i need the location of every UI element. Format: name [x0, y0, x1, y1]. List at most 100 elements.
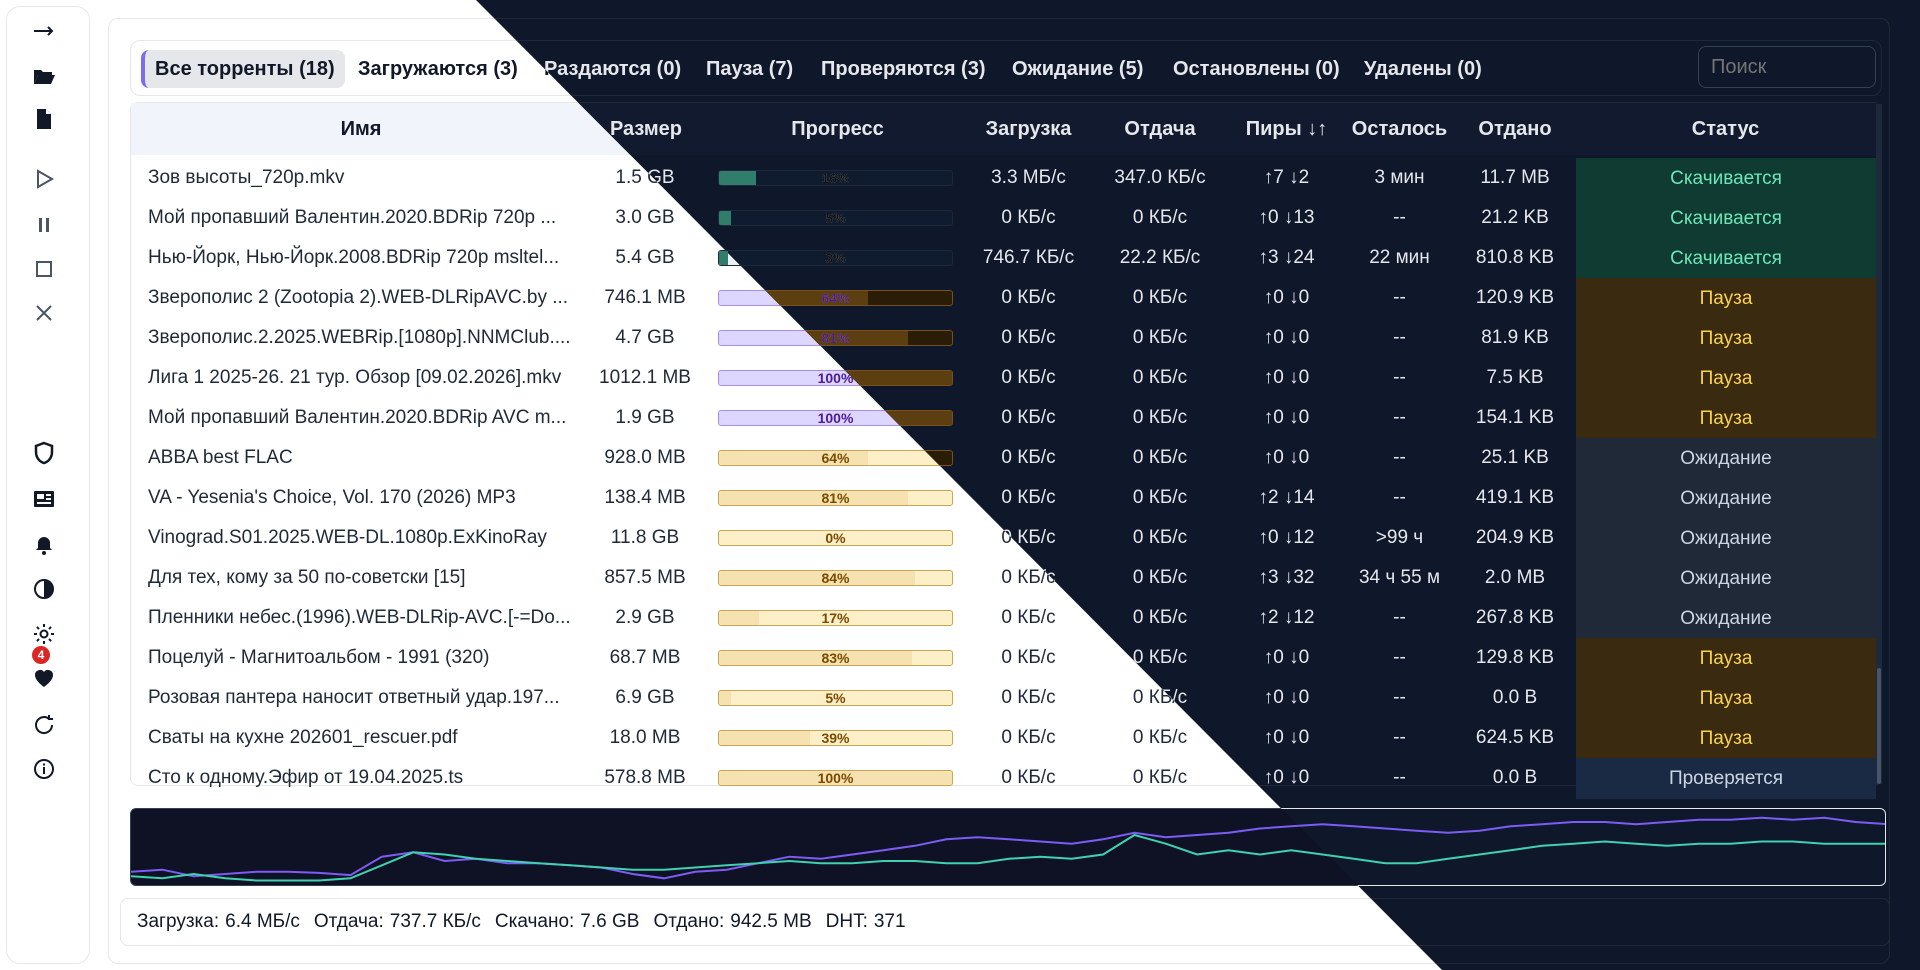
row-name[interactable]: Vinograd.S01.2025.WEB-DL.1080p.ExKinoRay: [148, 527, 547, 548]
row-name[interactable]: Поцелуй - Магнитоальбом - 1991 (320): [148, 647, 490, 668]
column-header-3[interactable]: Загрузка: [985, 117, 1072, 140]
row-name[interactable]: Пленники небес.(1996).WEB-DLRip-AVC.[-=D…: [148, 607, 571, 628]
row-left: 34 ч 55 м: [1358, 567, 1441, 588]
row-down: 0 КБ/с: [1001, 447, 1056, 468]
row-down: 0 КБ/с: [1001, 327, 1056, 348]
row-progress-bar: 3%: [718, 250, 953, 266]
status-value: 6.4 МБ/с: [225, 911, 300, 932]
tab-5[interactable]: Ожидание (5): [1012, 57, 1144, 80]
play-icon[interactable]: [7, 165, 81, 193]
contrast-icon[interactable]: [7, 575, 81, 603]
tab-1[interactable]: Загружаются (3): [358, 57, 518, 80]
row-size: 1012.1 MB: [599, 367, 691, 388]
row-name[interactable]: Зверополис.2.2025.WEBRip.[1080p].NNMClub…: [148, 327, 571, 348]
row-name[interactable]: Лига 1 2025-26. 21 тур. Обзор [09.02.202…: [148, 367, 562, 388]
row-name[interactable]: Для тех, кому за 50 по-советски [15]: [148, 567, 466, 588]
newspaper-icon[interactable]: [7, 485, 81, 513]
status-value: 942.5 MB: [730, 911, 812, 932]
row-status: Ожидание: [1576, 598, 1876, 639]
search-input[interactable]: [1698, 46, 1876, 88]
heart-icon[interactable]: [7, 664, 81, 692]
row-up: 0 КБ/с: [1132, 527, 1188, 548]
tab-0[interactable]: Все торренты (18): [141, 50, 345, 88]
row-down: 0 КБ/с: [1001, 207, 1056, 228]
info-icon[interactable]: [7, 755, 81, 783]
row-name[interactable]: Зверополис 2 (Zootopia 2).WEB-DLRipAVC.b…: [148, 287, 569, 308]
status-label: Загрузка:: [137, 911, 220, 932]
row-uploaded: 81.9 KB: [1481, 327, 1549, 348]
column-header-2[interactable]: Прогресс: [791, 117, 884, 140]
row-progress-bar: 100%: [718, 770, 953, 786]
row-name[interactable]: Нью-Йорк, Нью-Йорк.2008.BDRip 720p mslte…: [148, 247, 560, 268]
close-icon[interactable]: [7, 299, 81, 327]
bell-icon[interactable]: [7, 530, 81, 558]
row-uploaded: 419.1 KB: [1475, 487, 1555, 508]
file-icon[interactable]: [7, 105, 81, 133]
shield-icon[interactable]: [7, 439, 81, 467]
tab-2[interactable]: Раздаются (0): [544, 57, 682, 80]
row-name[interactable]: Мой пропавший Валентин.2020.BDRip 720p .…: [148, 207, 557, 228]
column-header-6[interactable]: Осталось: [1351, 117, 1448, 140]
folder-open-icon[interactable]: [7, 62, 81, 90]
row-size: 578.8 MB: [604, 767, 686, 788]
row-uploaded: 11.7 MB: [1480, 167, 1550, 188]
progress-fill: [719, 651, 913, 665]
row-down: 0 КБ/с: [1001, 567, 1056, 588]
progress-fill: [719, 171, 757, 185]
column-header-7[interactable]: Отдано: [1478, 117, 1552, 140]
row-name[interactable]: ABBA best FLAC: [148, 447, 293, 468]
table-scrollbar[interactable]: [1876, 104, 1882, 784]
progress-label: 64%: [821, 290, 850, 306]
progress-label: 81%: [821, 490, 850, 506]
status-download: Загрузка:6.4 МБ/с: [137, 911, 300, 933]
arrow-right-icon[interactable]: [7, 17, 81, 45]
row-down: 0 КБ/с: [1001, 687, 1056, 708]
progress-label: 100%: [817, 370, 854, 386]
row-name[interactable]: Сто к одному.Эфир от 19.04.2025.ts: [148, 767, 464, 788]
tab-6[interactable]: Остановлены (0): [1173, 57, 1340, 80]
row-name[interactable]: VA - Yesenia's Choice, Vol. 170 (2026) M…: [148, 487, 516, 508]
row-size: 857.5 MB: [604, 567, 686, 588]
column-header-8[interactable]: Статус: [1691, 117, 1760, 140]
column-header-1[interactable]: Размер: [609, 117, 683, 140]
row-status: Пауза: [1576, 318, 1876, 359]
row-down: 3.3 МБ/с: [991, 167, 1066, 188]
pause-icon[interactable]: [7, 211, 81, 239]
progress-label: 83%: [821, 650, 850, 666]
row-uploaded: 7.5 KB: [1486, 367, 1544, 388]
row-down: 0 КБ/с: [1001, 607, 1056, 628]
row-left: --: [1393, 767, 1406, 788]
row-up: 347.0 КБ/с: [1114, 167, 1206, 188]
row-uploaded: 267.8 KB: [1475, 607, 1555, 628]
progress-fill: [719, 691, 731, 705]
status-dht: DHT:371: [826, 911, 906, 933]
row-status: Скачивается: [1576, 158, 1876, 199]
row-size: 1.9 GB: [615, 407, 675, 428]
row-uploaded: 120.9 KB: [1475, 287, 1555, 308]
row-status: Пауза: [1576, 358, 1876, 399]
row-status: Ожидание: [1576, 518, 1876, 559]
tab-7[interactable]: Удалены (0): [1364, 57, 1482, 80]
tab-4[interactable]: Проверяются (3): [821, 57, 986, 80]
progress-label: 5%: [825, 210, 846, 226]
column-header-0[interactable]: Имя: [340, 117, 382, 140]
row-name[interactable]: Сваты на кухне 202601_rescuer.pdf: [148, 727, 458, 748]
row-uploaded: 204.9 KB: [1475, 527, 1555, 548]
row-uploaded: 0.0 B: [1492, 687, 1538, 708]
row-name[interactable]: Мой пропавший Валентин.2020.BDRip AVC m.…: [148, 407, 567, 428]
column-header-4[interactable]: Отдача: [1124, 117, 1196, 140]
gear-icon[interactable]: [7, 620, 81, 648]
row-peers: ↑0 ↓0: [1263, 407, 1310, 428]
column-header-5[interactable]: Пиры ↓↑: [1245, 117, 1328, 140]
row-name[interactable]: Зов высоты_720p.mkv: [148, 167, 345, 188]
tab-3[interactable]: Пауза (7): [706, 57, 794, 80]
row-progress-bar: 64%: [718, 450, 953, 466]
row-name[interactable]: Розовая пантера наносит ответный удар.19…: [148, 687, 560, 708]
table-scrollbar-thumb[interactable]: [1877, 668, 1881, 784]
row-down: 0 КБ/с: [1001, 287, 1056, 308]
row-peers: ↑0 ↓0: [1263, 447, 1310, 468]
refresh-icon[interactable]: [7, 711, 81, 739]
progress-fill: [719, 451, 869, 465]
stop-icon[interactable]: [7, 255, 81, 283]
row-peers: ↑0 ↓0: [1263, 327, 1310, 348]
